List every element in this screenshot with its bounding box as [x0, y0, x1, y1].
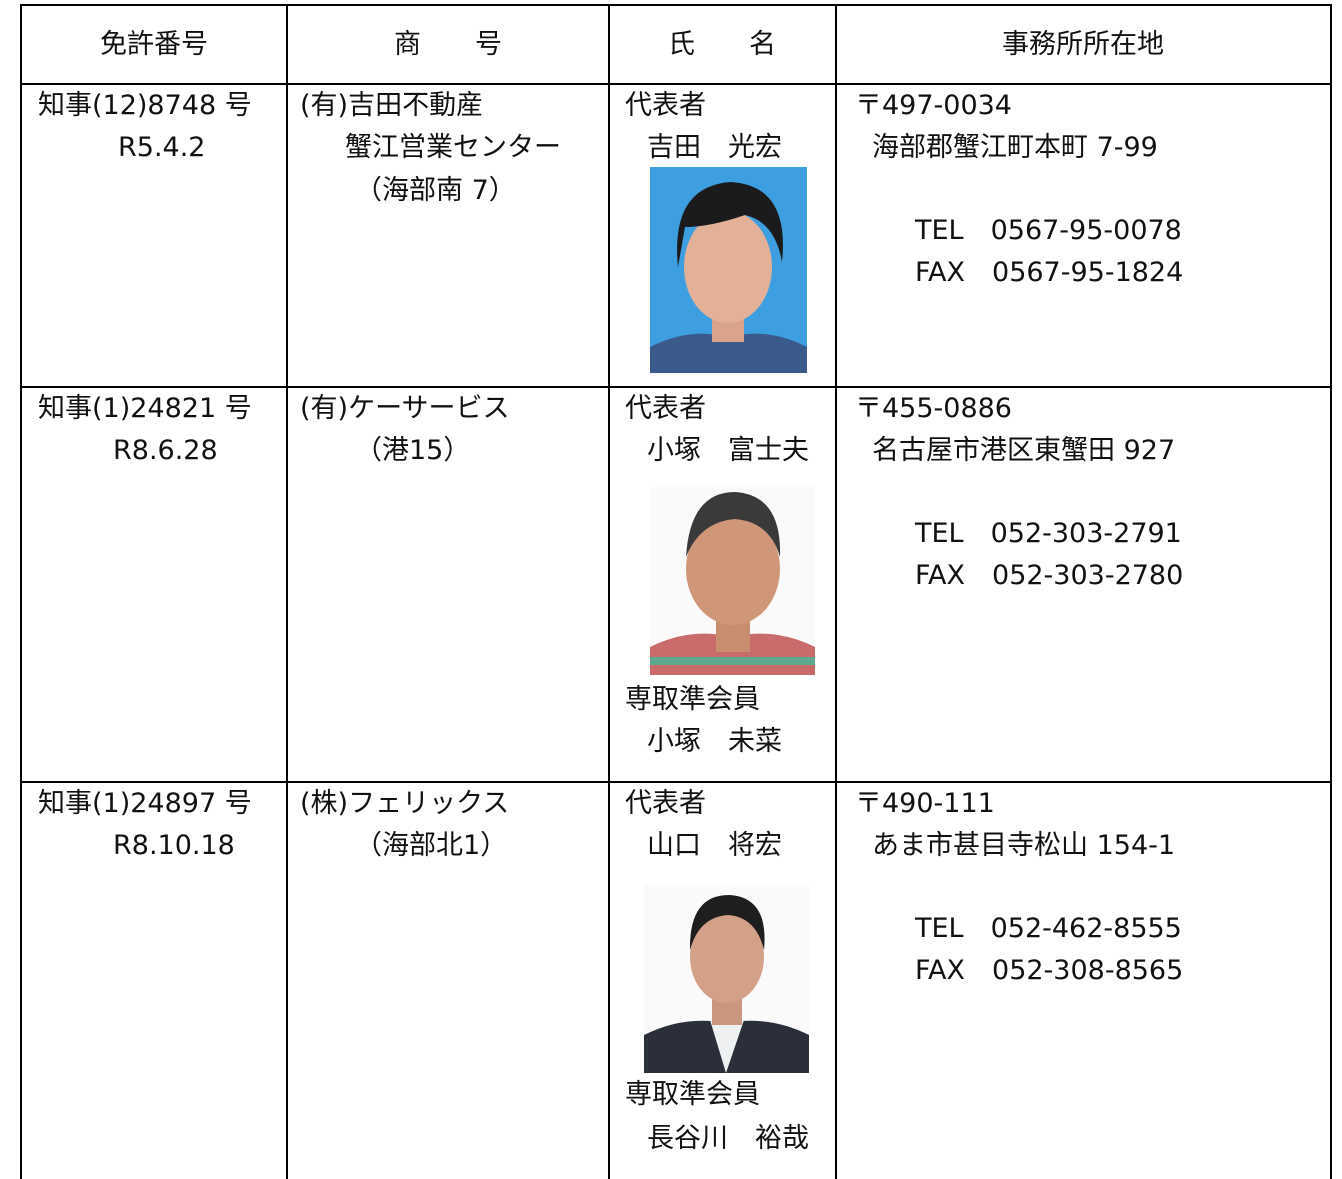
company-name: (有)吉田不動産 — [300, 90, 484, 121]
header-cell: 免許番号 — [100, 29, 208, 60]
company-name: （港15） — [355, 435, 471, 466]
company-name: (株)フェリックス — [300, 788, 510, 819]
license-number: R8.6.28 — [113, 435, 218, 466]
address: 海部郡蟹江町本町 7-99 — [872, 132, 1158, 163]
address: FAX 052-303-2780 — [915, 560, 1184, 591]
photo — [644, 885, 809, 1073]
license-number: 知事(12)8748 号 — [38, 90, 252, 121]
table-border — [20, 4, 1332, 6]
license-number: R5.4.2 — [118, 132, 206, 163]
address: 〒497-0034 — [855, 90, 1012, 121]
photo — [650, 167, 807, 373]
address: 名古屋市港区東蟹田 927 — [872, 435, 1176, 466]
table-border — [1330, 4, 1332, 1179]
license-number: R8.10.18 — [113, 830, 235, 861]
person-name: 小塚 未菜 — [647, 726, 782, 757]
person-name: 専取準会員 — [625, 684, 760, 715]
table-border — [286, 4, 288, 1179]
address: FAX 052-308-8565 — [915, 955, 1184, 986]
address: 〒490-111 — [855, 788, 995, 819]
address: FAX 0567-95-1824 — [915, 257, 1184, 288]
address: TEL 052-303-2791 — [915, 518, 1182, 549]
person-name: 小塚 富士夫 — [647, 435, 809, 466]
table-border — [20, 386, 1332, 388]
person-name: 専取準会員 — [625, 1079, 760, 1110]
table-border — [20, 781, 1332, 783]
person-name: 代表者 — [625, 788, 706, 819]
person-name: 山口 将宏 — [647, 830, 782, 861]
license-number: 知事(1)24821 号 — [38, 393, 252, 424]
table-border — [835, 4, 837, 1179]
address: あま市甚目寺松山 154-1 — [872, 830, 1176, 861]
header-cell: 氏 名 — [668, 29, 776, 60]
address: TEL 0567-95-0078 — [915, 215, 1182, 246]
person-name: 長谷川 裕哉 — [647, 1123, 809, 1154]
photo — [650, 487, 815, 675]
person-name: 吉田 光宏 — [647, 132, 782, 163]
company-name: 蟹江営業センター — [345, 132, 561, 163]
person-name: 代表者 — [625, 393, 706, 424]
company-name: (有)ケーサービス — [300, 393, 510, 424]
table-border — [608, 4, 610, 1179]
address: TEL 052-462-8555 — [915, 913, 1182, 944]
company-name: （海部南 7） — [355, 175, 516, 206]
person-name: 代表者 — [625, 90, 706, 121]
address: 〒455-0886 — [855, 393, 1012, 424]
header-cell: 商 号 — [394, 29, 502, 60]
table-border — [20, 4, 22, 1179]
license-number: 知事(1)24897 号 — [38, 788, 252, 819]
table-border — [20, 83, 1332, 85]
company-name: （海部北1） — [355, 830, 508, 861]
header-cell: 事務所所在地 — [1002, 29, 1164, 60]
